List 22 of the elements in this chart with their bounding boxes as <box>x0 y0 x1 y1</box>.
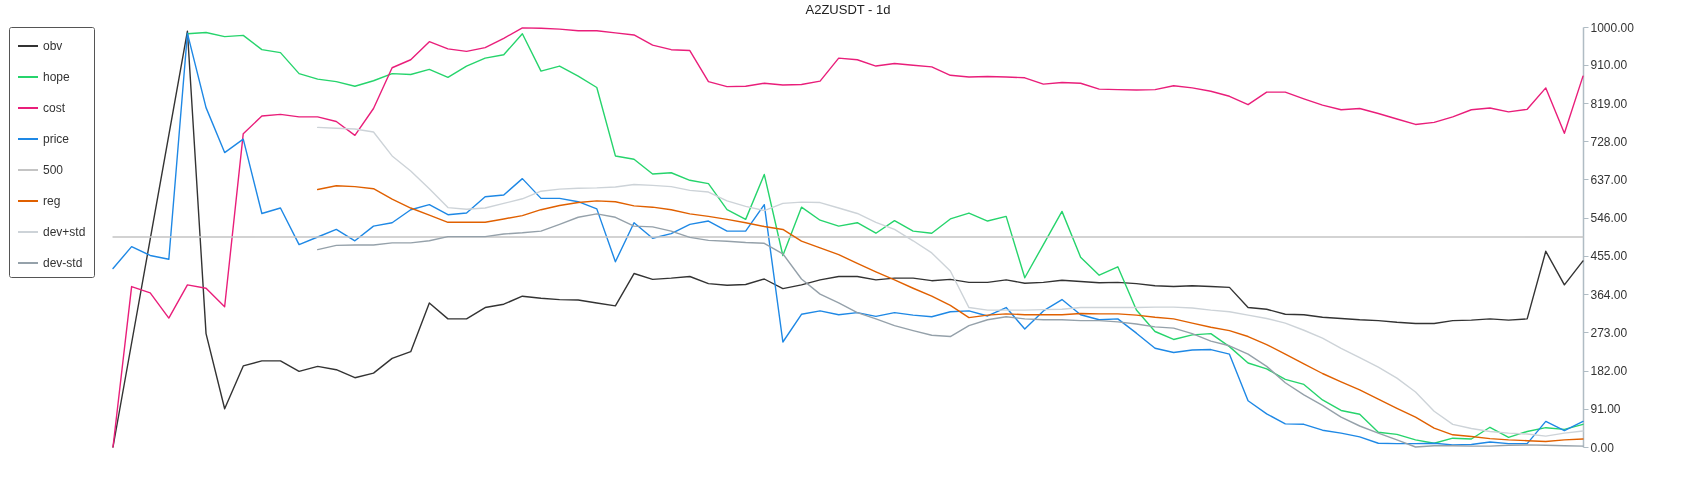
y-tick-label: 455.00 <box>1590 249 1628 264</box>
y-tick-label: 1000.00 <box>1590 20 1635 35</box>
y-tick-label: 546.00 <box>1590 211 1628 226</box>
y-tick-label: 819.00 <box>1590 96 1628 111</box>
y-tick-label: 637.00 <box>1590 172 1628 187</box>
y-tick-label: 728.00 <box>1590 134 1628 149</box>
legend-label: dev-std <box>43 256 83 270</box>
y-tick-label: 91.00 <box>1590 402 1621 417</box>
legend-label: reg <box>43 194 61 208</box>
y-tick-label: 0.00 <box>1590 440 1615 455</box>
y-tick-label: 273.00 <box>1590 325 1628 340</box>
legend-label: 500 <box>43 163 64 177</box>
y-tick-label: 182.00 <box>1590 364 1628 379</box>
legend-label: dev+std <box>43 225 86 239</box>
legend-label: hope <box>43 70 71 84</box>
y-tick-label: 910.00 <box>1590 58 1628 73</box>
legend-label: obv <box>43 39 63 53</box>
legend-label: price <box>43 132 70 146</box>
line-series <box>316 126 1584 437</box>
legend-label: cost <box>43 101 66 115</box>
y-tick-label: 364.00 <box>1590 287 1628 302</box>
chart-title: A2ZUSDT - 1d <box>805 2 891 17</box>
